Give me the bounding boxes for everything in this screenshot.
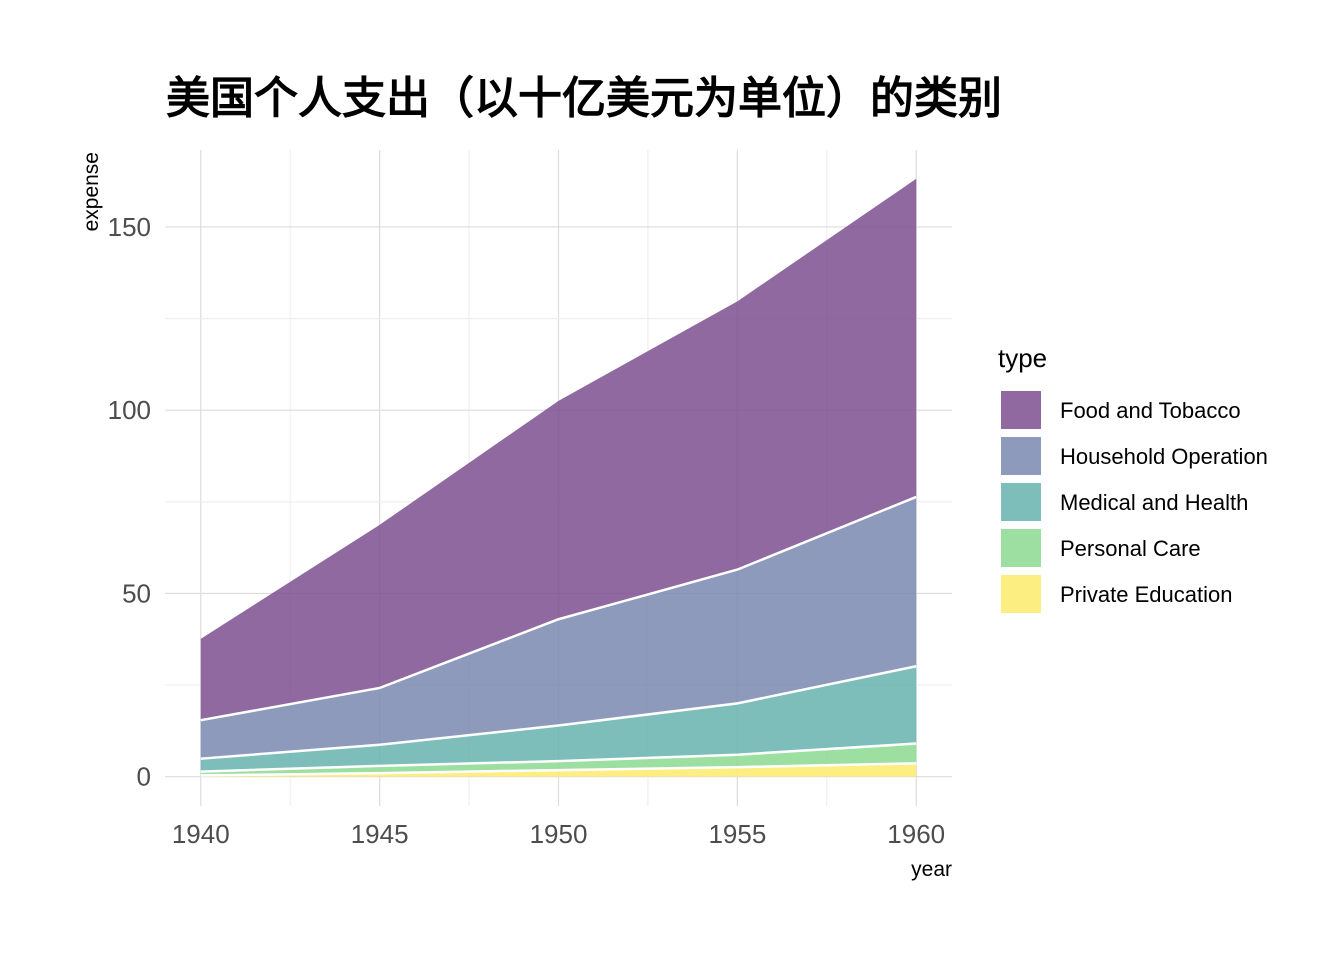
x-tick-labels: 1940 1945 1950 1955 1960	[172, 819, 945, 849]
x-tick-label: 1940	[172, 819, 230, 849]
x-tick-label: 1950	[530, 819, 588, 849]
boundary-line-private-education	[200, 762, 917, 777]
x-axis-title: year	[911, 858, 952, 881]
legend-swatch	[1001, 483, 1041, 521]
legend-label: Household Operation	[1060, 444, 1268, 469]
y-axis-title: expense	[80, 152, 103, 231]
area-household-operation	[200, 496, 917, 759]
area-layers	[200, 178, 917, 777]
legend-title: type	[998, 343, 1047, 373]
x-tick-label: 1960	[887, 819, 945, 849]
legend-swatch	[1001, 391, 1041, 429]
chart-title: 美国个人支出（以十亿美元为单位）的类别	[166, 73, 1002, 124]
legend-swatch	[1001, 437, 1041, 475]
legend-label: Private Education	[1060, 582, 1232, 607]
legend-label: Medical and Health	[1060, 490, 1248, 515]
y-tick-labels: 0 50 100 150	[108, 212, 151, 792]
y-tick-label: 150	[108, 212, 151, 242]
legend-label: Personal Care	[1060, 536, 1201, 561]
area-food-and-tobacco	[200, 178, 917, 721]
x-tick-label: 1955	[708, 819, 766, 849]
legend-swatch	[1001, 575, 1041, 613]
y-tick-label: 0	[137, 762, 151, 792]
legend: type Food and Tobacco Household Operation…	[998, 343, 1268, 613]
x-tick-label: 1945	[351, 819, 409, 849]
legend-swatch	[1001, 529, 1041, 567]
area-personal-care	[200, 743, 917, 776]
boundary-line-household-operation	[200, 495, 917, 722]
y-tick-label: 50	[122, 578, 151, 608]
boundary-line-medical-and-health	[200, 665, 917, 760]
legend-label: Food and Tobacco	[1060, 398, 1241, 423]
boundary-line-personal-care	[200, 742, 917, 773]
y-tick-label: 100	[108, 395, 151, 425]
